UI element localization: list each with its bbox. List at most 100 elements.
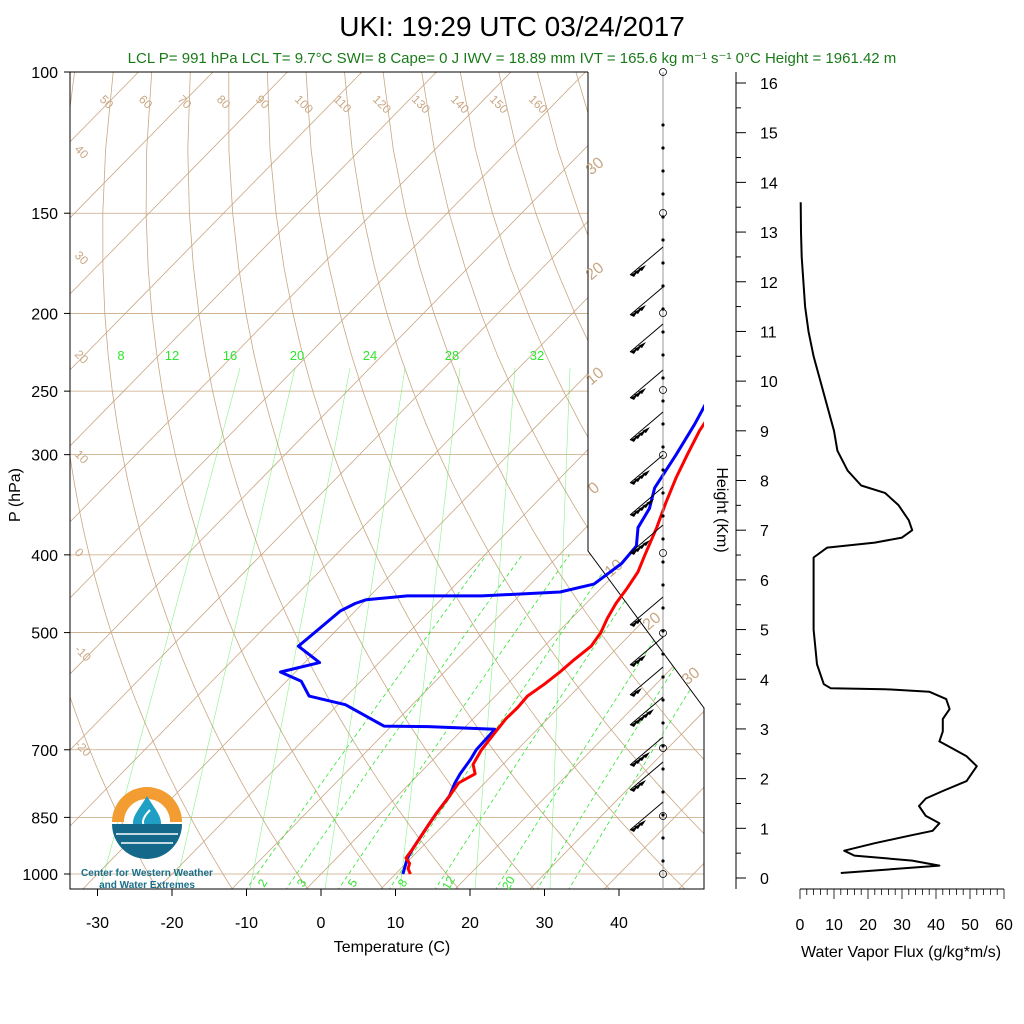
y-tick-label: 100: [31, 65, 58, 82]
dry-adiabat-line: [652, 72, 704, 889]
wind-dot: [661, 422, 665, 426]
height-tick-label: 14: [760, 175, 778, 192]
mixing-ratio-label: 8: [117, 348, 124, 363]
dry-adiabat-label: 160: [526, 92, 550, 116]
wind-barb-flag: [642, 752, 650, 758]
mixing-ratio-line: [535, 554, 704, 889]
background-lines: [70, 72, 1024, 891]
mixing-ratio-label: 20: [499, 873, 518, 892]
mixing-ratio-line: [336, 554, 570, 889]
wind-dot: [661, 721, 665, 725]
flux-tick-label: 0: [796, 917, 805, 934]
wind-barb-flag: [638, 388, 646, 394]
height-tick-label: 5: [760, 623, 769, 640]
isotherm-line: [70, 72, 288, 889]
saturated-adiabat-line: [474, 367, 516, 889]
info-line: LCL P= 991 hPa LCL T= 9.7°C SWI= 8 Cape=…: [128, 50, 897, 67]
wind-dot: [661, 169, 665, 173]
height-tick-label: 16: [760, 76, 778, 93]
logo-sun-arc: [112, 787, 182, 822]
height-tick-label: 8: [760, 474, 769, 491]
height-tick-label: 9: [760, 424, 769, 441]
wind-dot: [661, 399, 665, 403]
wind-dot: [661, 307, 665, 311]
dry-adiabat-label: 30: [72, 248, 92, 268]
wind-dot: [661, 652, 665, 656]
isotherm-line: [602, 72, 704, 889]
cw3e-logo: Center for Western Weather and Water Ext…: [81, 787, 213, 891]
mixing-ratio-label: 20: [290, 348, 304, 363]
isotherm-line: [70, 72, 586, 889]
isotherm-line: [70, 72, 437, 889]
height-tick-label: 0: [760, 871, 769, 888]
height-tick-label: 1: [760, 821, 769, 838]
mixing-ratio-label: 12: [439, 873, 458, 892]
wind-barb-staff: [629, 246, 664, 276]
x-tick-label: 30: [536, 915, 554, 932]
wind-barb-column: [629, 68, 667, 889]
x-tick-label: -10: [235, 915, 258, 932]
dry-adiabat-line: [344, 72, 704, 889]
mixing-ratio-label: 2: [255, 876, 271, 889]
wind-dot: [661, 813, 665, 817]
flux-axis-label: Water Vapor Flux (g/kg*m/s): [801, 944, 1001, 961]
wind-dot: [661, 744, 665, 748]
dry-adiabat-line: [884, 72, 1024, 891]
y-tick-label: 500: [31, 626, 58, 643]
y-tick-label: 850: [31, 810, 58, 827]
height-tick-label: 2: [760, 772, 769, 789]
dry-adiabat-label: 70: [175, 92, 195, 112]
mixing-ratio-line: [433, 554, 657, 889]
dry-adiabat-line: [145, 72, 386, 889]
x-tick-label: 10: [387, 915, 405, 932]
calm-wind-circle: [659, 549, 667, 557]
wet-adiabat-label: 30: [679, 664, 704, 689]
wind-dot: [661, 698, 665, 702]
wind-barb-flag: [638, 342, 646, 348]
y-tick-label: 300: [31, 448, 58, 465]
wind-dot: [661, 146, 665, 150]
wind-dot: [661, 675, 665, 679]
dry-adiabat-line: [730, 72, 1024, 891]
x-tick-label: 20: [461, 915, 479, 932]
wind-dot: [661, 238, 665, 242]
calm-wind-circle: [659, 386, 667, 394]
dry-adiabat-label: 0: [72, 545, 87, 560]
wind-dot: [661, 376, 665, 380]
height-tick-label: 15: [760, 126, 778, 143]
dry-adiabat-line: [305, 72, 688, 889]
wind-barb-flag: [638, 820, 646, 826]
wet-adiabat-label: 20: [583, 259, 608, 284]
wind-dot: [661, 859, 665, 863]
y-tick-label: 250: [31, 384, 58, 401]
calm-wind-circle: [659, 451, 667, 459]
dry-adiabat-line: [267, 72, 612, 889]
wind-dot: [661, 261, 665, 265]
wind-barb-staff: [629, 323, 664, 353]
dry-adiabat-line: [536, 72, 704, 889]
wind-dot: [661, 330, 665, 334]
wind-dot: [661, 790, 665, 794]
dry-adiabat-label: 40: [72, 142, 92, 162]
wind-barb-flag: [642, 470, 650, 476]
height-tick-label: 10: [760, 374, 778, 391]
height-tick-label: 7: [760, 523, 769, 540]
height-tick-label: 13: [760, 225, 778, 242]
wind-barb-staff: [629, 369, 664, 399]
wind-dot: [661, 192, 665, 196]
mixing-ratio-line: [567, 554, 704, 889]
isotherm-line: [527, 72, 704, 889]
isotherm-line: [70, 72, 214, 889]
dry-adiabat-label: -20: [72, 737, 94, 759]
isotherm-line: [229, 72, 704, 889]
isotherm-line: [304, 72, 704, 889]
dry-adiabat-label: 110: [331, 92, 355, 116]
dry-adiabat-label: 10: [72, 447, 92, 467]
logo-water: [112, 824, 182, 859]
isotherm-line: [70, 72, 704, 889]
dry-adiabat-line: [846, 72, 1024, 891]
height-axis-label: Height (Km): [713, 467, 730, 552]
wind-barb-staff: [629, 486, 664, 516]
